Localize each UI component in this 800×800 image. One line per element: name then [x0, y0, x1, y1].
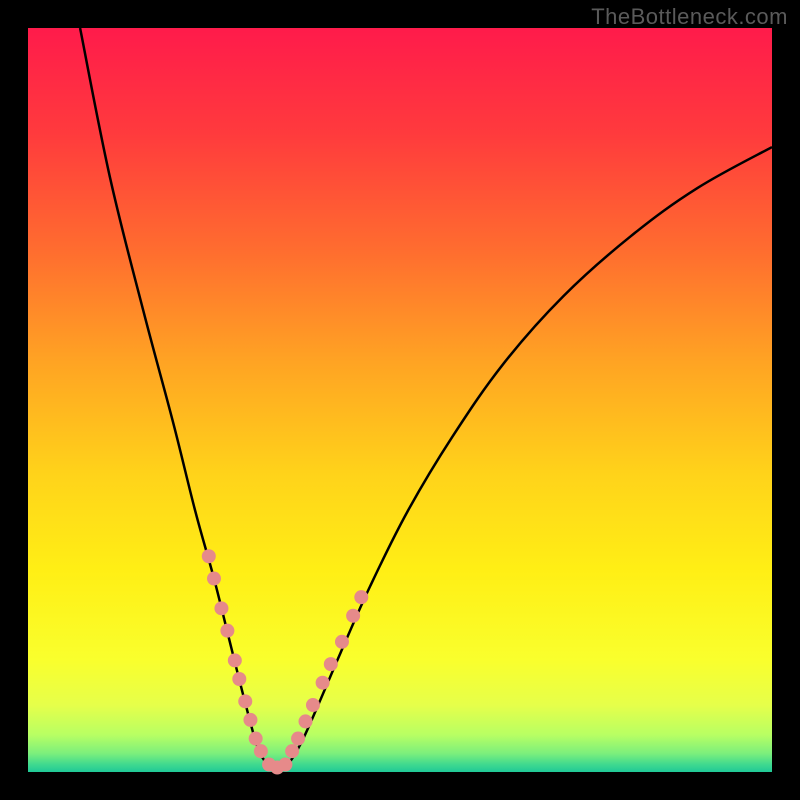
marker-group [202, 549, 369, 774]
marker-dot [202, 549, 216, 563]
marker-dot [254, 744, 268, 758]
watermark-text: TheBottleneck.com [591, 4, 788, 30]
plot-area [28, 28, 772, 772]
marker-dot [243, 713, 257, 727]
marker-dot [232, 672, 246, 686]
marker-dot [324, 657, 338, 671]
marker-dot [249, 732, 263, 746]
marker-dot [207, 572, 221, 586]
marker-dot [354, 590, 368, 604]
marker-dot [291, 732, 305, 746]
marker-dot [238, 694, 252, 708]
marker-dot [228, 653, 242, 667]
marker-dot [220, 624, 234, 638]
curve-right-branch [285, 147, 772, 768]
curve-left-branch [80, 28, 273, 768]
marker-dot [214, 601, 228, 615]
marker-dot [299, 714, 313, 728]
marker-dot [316, 676, 330, 690]
curve-layer [28, 28, 772, 772]
marker-dot [306, 698, 320, 712]
marker-dot [285, 744, 299, 758]
marker-dot [346, 609, 360, 623]
marker-dot [278, 758, 292, 772]
marker-dot [335, 635, 349, 649]
